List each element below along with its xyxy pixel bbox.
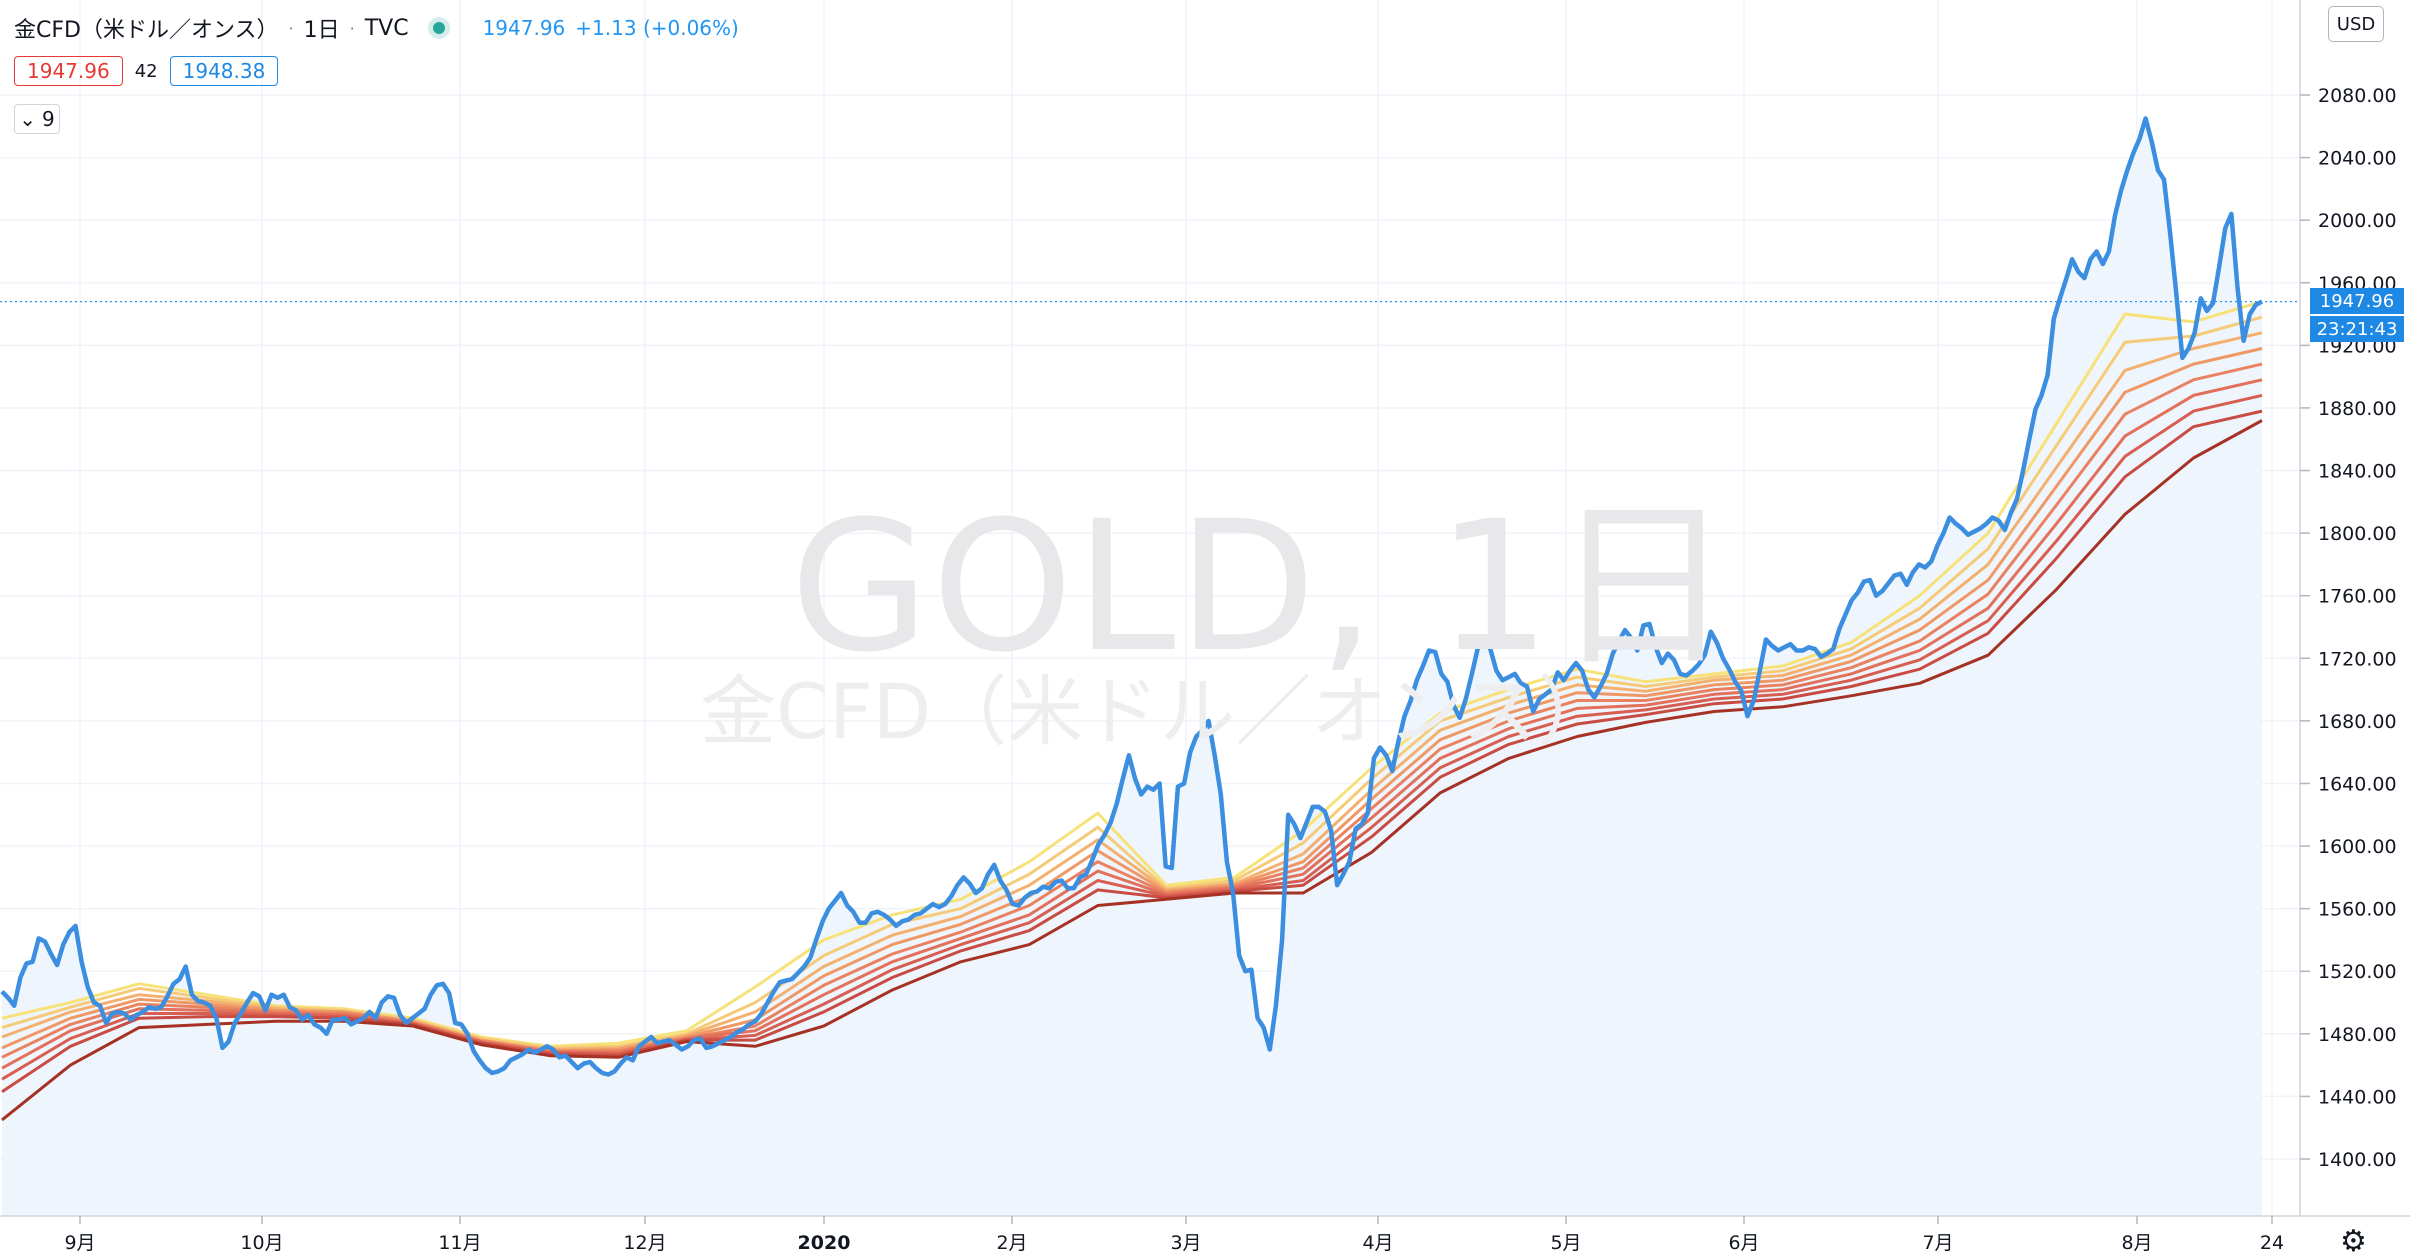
source: TVC (364, 15, 409, 41)
price-area (2, 118, 2262, 1216)
y-tick-label: 1400.00 (2318, 1149, 2397, 1171)
y-tick-label: 2000.00 (2318, 210, 2397, 232)
indicator-count: 9 (42, 107, 55, 131)
x-tick-label: 8月 (2121, 1232, 2152, 1254)
x-tick-label: 6月 (1728, 1232, 1759, 1254)
y-tick-label: 1720.00 (2318, 648, 2397, 670)
y-tick-label: 1640.00 (2318, 773, 2397, 795)
y-tick-label: 1600.00 (2318, 836, 2397, 858)
y-tick-label: 1840.00 (2318, 461, 2397, 483)
y-tick-label: 1480.00 (2318, 1024, 2397, 1046)
price-line-group (0, 116, 2300, 1077)
buy-button[interactable]: 1948.38 (169, 56, 279, 86)
price-line (0, 116, 2264, 1077)
ma-line-4 (1, 347, 2263, 1053)
y-tick-label: 1520.00 (2318, 961, 2397, 983)
y-tick-label: 1760.00 (2318, 586, 2397, 608)
y-tick-label: 1880.00 (2318, 398, 2397, 420)
spread: 42 (134, 60, 158, 82)
price-area-fill (2, 118, 2262, 1216)
chevron-down-icon: ⌄ (19, 107, 37, 131)
y-tick-label: 1800.00 (2318, 523, 2397, 545)
sell-button[interactable]: 1947.96 (14, 56, 123, 86)
y-tick-label: 1680.00 (2318, 711, 2397, 733)
separator: · (349, 18, 355, 38)
x-tick-label: 4月 (1362, 1232, 1393, 1254)
currency-button[interactable]: USD (2328, 6, 2384, 42)
x-tick-label: 24 (2260, 1232, 2284, 1254)
y-tick-label: 2080.00 (2318, 85, 2397, 107)
market-status-icon[interactable] (432, 22, 445, 34)
ma-line-8 (1, 409, 2263, 1093)
time-scale: 9月 10月 11月 12月 2020 2月 3月 4月 5月 6月 7月 8月 24 (0, 1215, 2410, 1254)
x-tick-label: 3月 (1170, 1232, 1201, 1254)
x-tick-label: 7月 (1922, 1232, 1953, 1254)
price-change: +1.13 (+0.06%) (575, 16, 739, 40)
x-tick-label: 2月 (996, 1232, 1027, 1254)
y-tick-label: 1560.00 (2318, 899, 2397, 921)
bid-ask-row: 1947.96 42 1948.38 (14, 56, 279, 86)
x-tick-label: 9月 (64, 1232, 95, 1254)
symbol-legend[interactable]: 金CFD（米ドル／オンス） · 1日 · TVC 1947.96 +1.13 (… (14, 12, 739, 44)
last-price-label: 1947.96 (2310, 288, 2404, 314)
x-tick-label: 12月 (623, 1232, 666, 1254)
watermark-subtitle: 金CFD（米ドル／オンス） (700, 667, 1614, 756)
gear-icon[interactable]: ⚙ (2340, 1224, 2367, 1259)
x-tick-label: 5月 (1550, 1232, 1581, 1254)
x-tick-label: 2020 (798, 1232, 851, 1254)
bar-countdown-label: 23:21:43 (2310, 316, 2404, 342)
x-tick-label: 10月 (240, 1232, 283, 1254)
ma-line-9 (1, 419, 2263, 1122)
last-price: 1947.96 (482, 16, 566, 40)
indicators-toggle-button[interactable]: ⌄ 9 (14, 104, 60, 134)
interval[interactable]: 1日 (303, 18, 340, 43)
watermark-title: GOLD, 1日 (790, 483, 1736, 692)
y-tick-label: 2040.00 (2318, 148, 2397, 170)
x-tick-label: 11月 (438, 1232, 481, 1254)
price-scale: 1400.00 1440.00 1480.00 1520.00 1560.00 1600.… (2299, 0, 2397, 1216)
y-tick-label: 1440.00 (2318, 1086, 2397, 1108)
separator: · (288, 18, 294, 38)
symbol-name[interactable]: 金CFD（米ドル／オンス） (14, 18, 279, 43)
ma-line-6 (1, 378, 2263, 1070)
